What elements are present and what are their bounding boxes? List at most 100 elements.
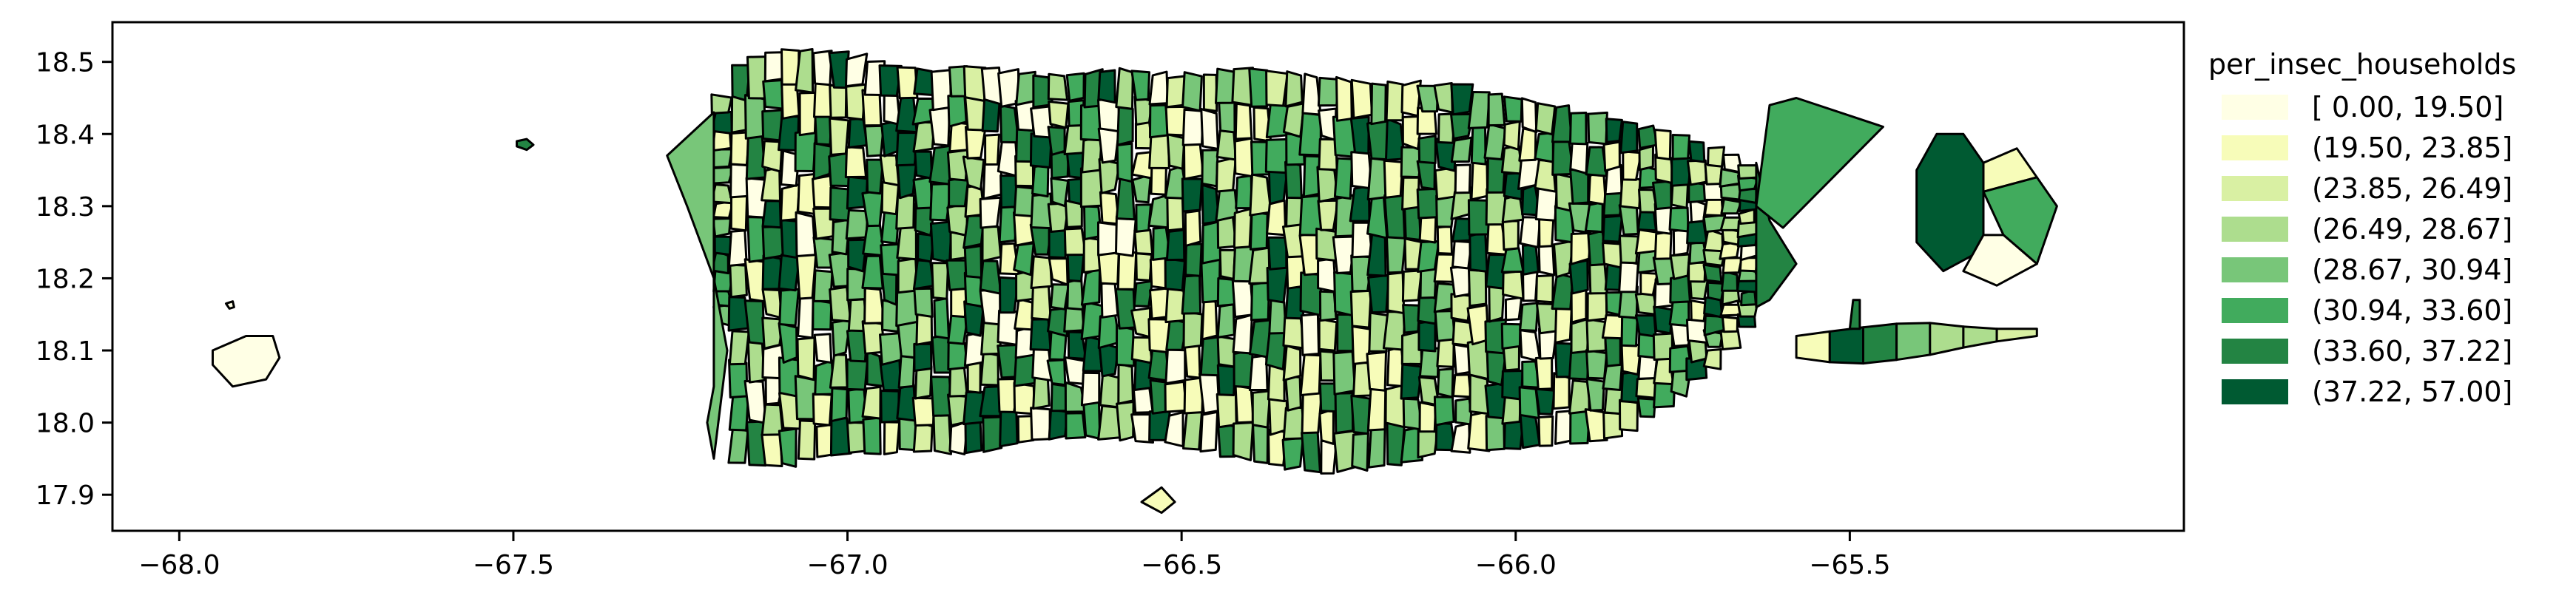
- x-tick-label: −68.0: [138, 550, 220, 580]
- municipality-polygon: [1636, 397, 1656, 418]
- municipality-polygon: [1687, 140, 1706, 163]
- municipality-polygon: [1401, 176, 1420, 211]
- municipality-polygon: [1436, 225, 1453, 255]
- municipality-polygon: [1535, 274, 1554, 304]
- municipality-polygon: [1150, 164, 1167, 196]
- municipality-polygon: [1349, 185, 1371, 223]
- municipality-polygon: [1267, 236, 1288, 271]
- municipality-polygon: [729, 263, 748, 299]
- legend-label: [ 0.00, 19.50]: [2312, 91, 2503, 123]
- municipality-polygon: [796, 336, 816, 381]
- municipality-polygon: [794, 129, 817, 172]
- municipality-polygon: [1301, 72, 1322, 116]
- municipality-polygon: [1232, 421, 1255, 461]
- municipality-polygon: [861, 385, 882, 420]
- municipality-polygon: [761, 288, 783, 319]
- municipality-polygon: [1604, 163, 1623, 196]
- municipality-polygon: [980, 67, 1004, 106]
- municipality-polygon: [1503, 95, 1523, 123]
- x-tick-label: −65.5: [1809, 550, 1890, 580]
- municipality-polygon: [1702, 348, 1722, 370]
- municipality-polygon: [1097, 69, 1116, 104]
- municipality-polygon: [1333, 157, 1354, 200]
- municipality-polygon: [1232, 313, 1253, 355]
- municipality-polygon: [795, 253, 817, 300]
- municipality-polygon: [1181, 108, 1204, 146]
- y-tick-label: 18.3: [36, 192, 95, 223]
- municipality-polygon: [1164, 411, 1184, 448]
- municipality-polygon: [1449, 265, 1471, 298]
- legend-swatch: [2222, 379, 2288, 404]
- municipality-polygon: [1605, 118, 1623, 143]
- municipality-polygon: [1385, 118, 1406, 161]
- municipality-polygon: [1351, 432, 1369, 472]
- municipality-polygon: [1080, 267, 1102, 306]
- municipality-polygon: [1066, 252, 1085, 282]
- municipality-polygon: [1350, 78, 1373, 120]
- municipality-polygon: [1013, 242, 1035, 276]
- municipality-polygon: [1450, 83, 1474, 116]
- municipality-polygon: [1585, 146, 1608, 177]
- municipality-polygon: [997, 68, 1020, 108]
- municipality-polygon: [710, 93, 733, 115]
- municipality-polygon: [1488, 282, 1506, 323]
- municipality-polygon: [1367, 274, 1390, 314]
- municipality-polygon: [1400, 79, 1422, 118]
- municipality-polygon: [712, 217, 732, 238]
- municipality-polygon: [1434, 421, 1457, 452]
- municipality-polygon: [1367, 427, 1386, 469]
- municipality-polygon: [1469, 230, 1488, 273]
- legend-label: (23.85, 26.49]: [2312, 172, 2512, 205]
- municipality-polygon: [1030, 192, 1053, 230]
- municipality-polygon: [1671, 134, 1691, 160]
- municipality-polygon: [1483, 123, 1507, 160]
- municipality-polygon: [1720, 270, 1739, 292]
- municipality-polygon: [963, 245, 982, 279]
- municipality-polygon: [1097, 250, 1120, 285]
- municipality-polygon: [1586, 291, 1608, 322]
- island-polygon: [1929, 322, 1965, 356]
- x-tick-label: −67.5: [473, 550, 554, 580]
- municipality-polygon: [1252, 424, 1270, 464]
- municipality-polygon: [1166, 133, 1186, 170]
- municipality-polygon: [1569, 138, 1589, 174]
- municipality-polygon: [980, 351, 999, 387]
- municipality-polygon: [1702, 263, 1723, 283]
- municipality-polygon: [1047, 126, 1066, 156]
- municipality-polygon: [979, 259, 1002, 295]
- municipality-polygon: [1416, 187, 1439, 220]
- municipality-polygon: [947, 341, 968, 371]
- municipality-polygon: [1686, 159, 1707, 186]
- legend-swatch: [2222, 298, 2288, 323]
- legend-swatch: [2222, 95, 2288, 120]
- island-polygon: [1795, 330, 1831, 364]
- municipality-polygon: [761, 200, 782, 229]
- plot-frame: [111, 21, 2185, 532]
- municipality-polygon: [1235, 174, 1253, 210]
- municipality-polygon: [1450, 136, 1473, 163]
- municipality-polygon: [1349, 289, 1372, 329]
- municipality-polygon: [1148, 70, 1169, 106]
- municipality-polygon: [1585, 349, 1608, 380]
- municipality-polygon: [1215, 391, 1238, 429]
- municipality-polygon: [1619, 121, 1639, 155]
- municipality-polygon: [1115, 215, 1137, 257]
- municipality-polygon: [1284, 70, 1304, 108]
- municipality-polygon: [880, 242, 901, 276]
- municipality-polygon: [964, 418, 983, 455]
- municipality-polygon: [1029, 132, 1053, 169]
- municipality-polygon: [1668, 206, 1690, 233]
- municipality-polygon: [1537, 243, 1556, 276]
- municipality-polygon: [1181, 274, 1202, 315]
- municipality-polygon: [829, 84, 848, 119]
- municipality-polygon: [1248, 67, 1269, 108]
- municipality-polygon: [1318, 318, 1338, 352]
- municipality-polygon: [1148, 132, 1170, 169]
- legend-swatch: [2222, 135, 2288, 160]
- municipality-polygon: [1637, 124, 1659, 149]
- municipality-polygon: [1284, 375, 1302, 412]
- municipality-polygon: [845, 208, 869, 240]
- municipality-polygon: [829, 353, 849, 389]
- municipality-polygon: [1064, 200, 1083, 228]
- municipality-polygon: [1719, 216, 1742, 231]
